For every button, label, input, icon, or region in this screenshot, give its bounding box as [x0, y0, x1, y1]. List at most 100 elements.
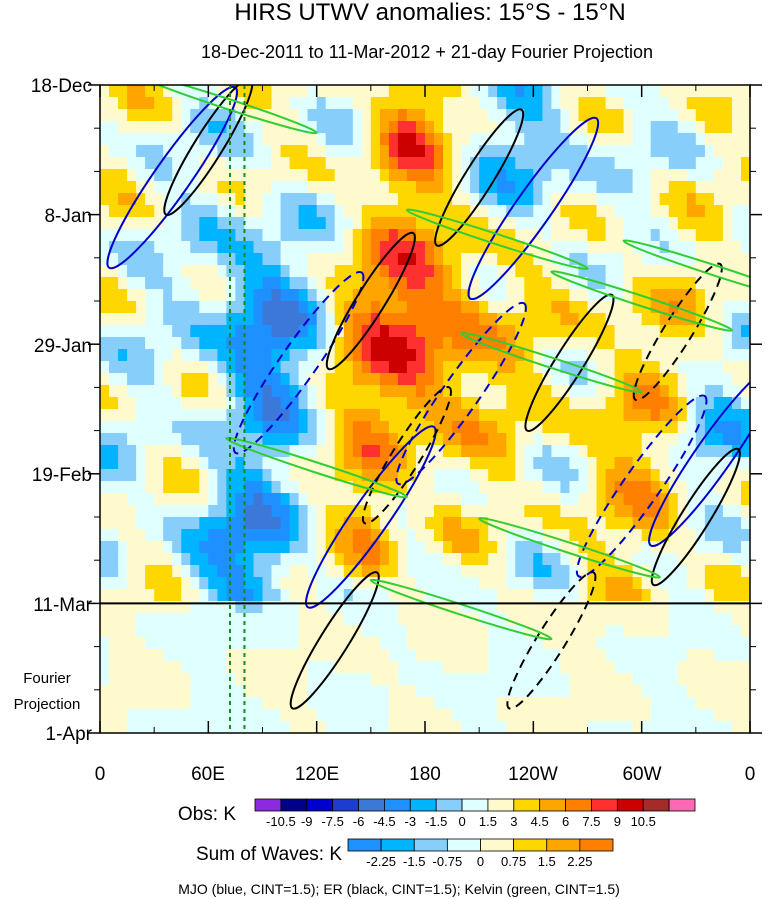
field-cell [388, 697, 399, 710]
field-cell [704, 505, 715, 518]
field-cell [704, 529, 715, 542]
field-cell [722, 337, 733, 350]
field-cell [425, 553, 435, 566]
field-cell [190, 181, 200, 194]
field-cell [226, 421, 236, 434]
field-cell [587, 109, 598, 122]
field-cell [109, 577, 119, 590]
field-cell [434, 289, 444, 302]
field-cell [172, 457, 182, 470]
field-cell [271, 121, 282, 134]
field-cell [704, 445, 715, 458]
field-cell [316, 169, 327, 182]
field-cell [668, 337, 679, 350]
field-cell [425, 649, 435, 662]
field-cell [280, 397, 291, 410]
field-cell [208, 625, 218, 638]
field-cell [307, 577, 318, 590]
field-cell [100, 289, 110, 302]
field-cell [587, 265, 598, 278]
field-cell [668, 397, 679, 410]
field-cell [434, 433, 444, 446]
field-cell [226, 145, 236, 158]
field-cell [181, 133, 191, 146]
field-cell [361, 721, 372, 733]
field-cell [569, 721, 579, 733]
field-cell [262, 241, 273, 254]
field-cell [623, 649, 634, 662]
field-cell [686, 97, 697, 110]
field-cell [280, 145, 291, 158]
field-cell [524, 553, 534, 566]
field-cell [524, 157, 534, 170]
field-cell [497, 121, 507, 134]
field-cell [488, 253, 498, 266]
field-cell [298, 673, 309, 686]
field-cell [650, 253, 661, 266]
field-cell [605, 301, 616, 314]
field-cell [118, 241, 128, 254]
field-cell [587, 505, 598, 518]
field-cell [136, 85, 146, 98]
field-cell [217, 193, 227, 206]
field-cell [235, 181, 245, 194]
field-cell [614, 301, 625, 314]
field-cell [118, 625, 128, 638]
field-cell [704, 469, 715, 482]
field-cell [425, 457, 435, 470]
field-cell [307, 685, 318, 698]
field-cell [208, 325, 218, 338]
field-cell [722, 325, 733, 338]
field-cell [713, 181, 724, 194]
field-cell [596, 121, 607, 134]
field-cell [569, 385, 579, 398]
field-cell [163, 673, 173, 686]
field-cell [677, 277, 688, 290]
field-cell [722, 361, 733, 374]
field-cell [379, 565, 390, 578]
field-cell [722, 85, 733, 98]
field-cell [614, 205, 625, 218]
field-cell [560, 505, 570, 518]
field-cell [452, 565, 462, 578]
field-cell [614, 529, 625, 542]
field-cell [632, 205, 643, 218]
field-cell [253, 553, 264, 566]
field-cell [370, 553, 381, 566]
field-cell [497, 553, 507, 566]
field-cell [605, 349, 616, 362]
field-cell [578, 85, 589, 98]
field-cell [361, 589, 372, 602]
field-cell [307, 433, 318, 446]
field-cell [569, 457, 579, 470]
field-cell [416, 673, 426, 686]
field-cell [316, 589, 327, 602]
field-cell [343, 193, 354, 206]
field-cell [659, 481, 670, 494]
field-cell [181, 505, 191, 518]
field-cell [587, 673, 598, 686]
field-cell [136, 205, 146, 218]
field-cell [741, 577, 750, 590]
field-cell [388, 109, 399, 122]
field-cell [316, 397, 327, 410]
field-cell [461, 565, 471, 578]
field-cell [650, 421, 661, 434]
field-cell [479, 433, 489, 446]
field-cell [470, 685, 480, 698]
field-cell [397, 133, 408, 146]
field-cell [506, 277, 516, 290]
field-cell [641, 241, 652, 254]
field-cell [632, 85, 643, 98]
field-cell [289, 529, 300, 542]
field-cell [659, 673, 670, 686]
field-cell [307, 397, 318, 410]
field-cell [388, 589, 399, 602]
field-cell [713, 145, 724, 158]
field-cell [244, 229, 254, 242]
field-cell [226, 157, 236, 170]
field-cell [109, 325, 119, 338]
field-cell [434, 421, 444, 434]
field-cell [316, 649, 327, 662]
field-cell [397, 577, 408, 590]
